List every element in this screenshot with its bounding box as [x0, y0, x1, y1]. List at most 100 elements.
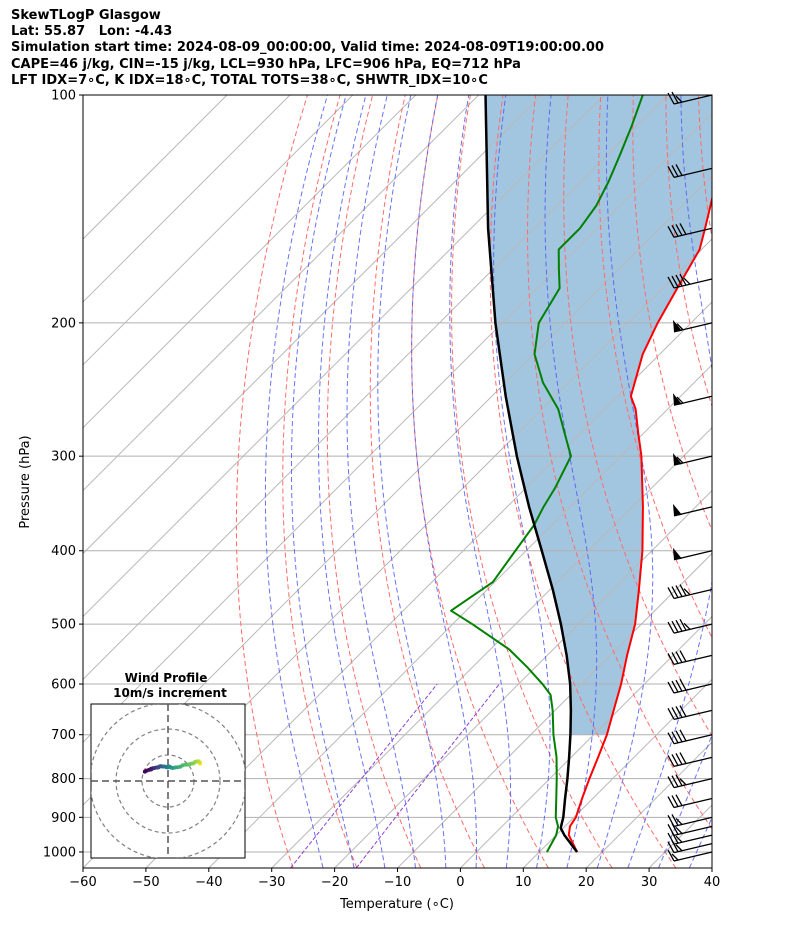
y-tick-label: 900 — [51, 811, 76, 826]
dry-adiabat-line — [731, 95, 794, 868]
mixing-ratio-line — [290, 683, 438, 868]
isotherm-line — [83, 112, 712, 743]
barb-staff — [673, 94, 713, 105]
hodograph: Wind Profile 10m/s increment — [90, 671, 246, 859]
wind-barb — [673, 453, 713, 466]
barb-feather — [667, 587, 675, 599]
wind-barb — [667, 650, 713, 666]
plot-area — [83, 95, 794, 868]
barb-pennant — [673, 393, 682, 406]
hodograph-point — [142, 769, 147, 774]
barb-feather — [671, 814, 679, 826]
wind-barb — [673, 547, 713, 561]
barb-staff — [673, 734, 713, 745]
dry-adiabat-line — [697, 95, 712, 241]
moist-adiabat-line — [627, 95, 712, 868]
isotherm-line — [145, 301, 712, 868]
barb-feather — [667, 796, 675, 808]
wind-barb — [667, 584, 713, 600]
wind-barb — [667, 774, 713, 789]
wind-barb — [673, 503, 713, 517]
barb-staff — [673, 843, 713, 854]
moist-adiabat-line — [493, 95, 551, 868]
barb-staff — [673, 167, 713, 178]
barb-feather — [679, 273, 687, 286]
barb-feather — [671, 586, 679, 598]
location-line: Lat: 55.87 Lon: -4.43 — [11, 24, 173, 40]
wind-barb — [667, 164, 713, 178]
y-tick-label: 600 — [51, 678, 76, 693]
x-tick-label: −40 — [195, 875, 222, 890]
barb-feather — [667, 708, 675, 720]
barb-pennant — [673, 503, 682, 516]
hodograph-subtitle: 10m/s increment — [113, 686, 227, 700]
barb-feather — [675, 774, 683, 787]
dry-adiabat-line — [235, 95, 308, 868]
wind-barb — [667, 618, 713, 634]
barb-feather — [679, 778, 687, 786]
moist-adiabat-line — [449, 95, 512, 868]
axes: −60 −50 −40 −30 −20 −10 0 10 20 30 40 100 200 300 400 5… — [43, 89, 720, 891]
barb-feather — [667, 653, 675, 665]
barb-feather — [679, 223, 687, 235]
chart-header: SkewTLogP Glasgow Lat: 55.87 Lon: -4.43 … — [11, 8, 604, 89]
barb-staff — [673, 683, 713, 694]
barb-feather — [667, 166, 675, 178]
barb-staff — [673, 851, 713, 862]
wind-barb — [667, 794, 713, 809]
x-tick-label: −30 — [258, 875, 285, 890]
wind-barb — [667, 814, 713, 827]
barb-feather — [679, 752, 687, 764]
barb-feather — [679, 678, 687, 691]
barb-feather — [671, 754, 679, 766]
x-tick-label: 30 — [641, 875, 658, 890]
barb-feather — [671, 225, 679, 237]
barb-feather — [675, 619, 683, 632]
barb-feather — [671, 165, 679, 177]
wind-barb — [673, 393, 713, 406]
wind-barb — [667, 823, 713, 836]
x-tick-label: −20 — [321, 875, 348, 890]
barb-feather — [671, 775, 679, 787]
hodograph-plot — [91, 704, 245, 858]
x-tick-label: 40 — [704, 875, 721, 890]
dry-adiabat-line — [598, 95, 712, 639]
wind-barb — [667, 705, 713, 720]
barb-feather — [675, 794, 683, 806]
x-tick-label: 0 — [456, 875, 464, 890]
y-tick-label: 200 — [51, 316, 76, 331]
wind-barb — [667, 273, 713, 289]
dry-adiabat-line — [451, 95, 613, 868]
moist-adiabat-line — [377, 95, 447, 868]
barb-feather — [667, 776, 675, 788]
isotherm-line — [83, 95, 354, 366]
barb-feather — [675, 826, 683, 834]
cape-line: CAPE=46 j/kg, CIN=-15 j/kg, LCL=930 hPa,… — [11, 56, 521, 72]
barb-staff — [673, 834, 713, 845]
moist-adiabat-line — [658, 733, 712, 868]
wind-barb — [667, 849, 713, 862]
isotherm-line — [397, 552, 712, 868]
barb-feather — [683, 588, 691, 596]
isotherm-line — [522, 678, 712, 868]
barb-feather — [675, 706, 683, 718]
barb-feather — [671, 731, 679, 744]
y-tick-label: 700 — [51, 728, 76, 743]
barb-staff — [673, 278, 713, 289]
moist-adiabat-line — [318, 95, 386, 868]
mixing-ratio-line — [355, 683, 500, 868]
barb-feather — [667, 755, 675, 767]
barb-feather — [671, 620, 679, 633]
wind-barb — [667, 729, 713, 745]
barb-staff — [673, 797, 713, 809]
time-line: Simulation start time: 2024-08-09_00:00:… — [11, 40, 604, 56]
parcel-line — [484, 95, 579, 853]
y-tick-label: 1000 — [43, 845, 76, 860]
moist-adiabat-line — [346, 95, 416, 868]
barb-feather — [667, 621, 675, 634]
moist-adiabat-line — [596, 95, 654, 868]
barb-feather — [679, 705, 687, 717]
barb-feather — [675, 95, 683, 103]
barb-pennant — [673, 453, 682, 466]
